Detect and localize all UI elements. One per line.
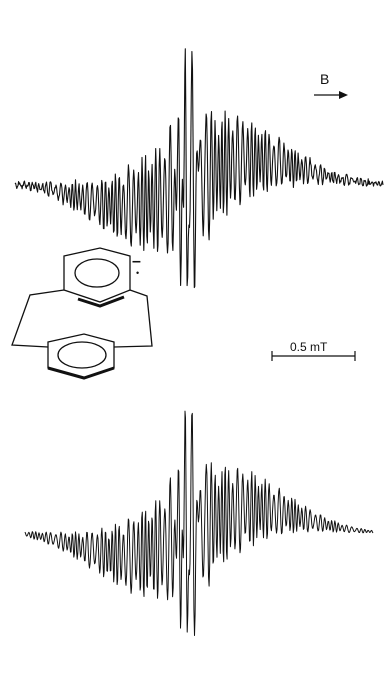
- scale-bar: 0.5 mT: [271, 340, 356, 361]
- radical-anion-sign: – •: [132, 253, 141, 278]
- right-ethano-bridge: [113, 289, 153, 348]
- left-ethano-bridge: [11, 289, 65, 348]
- radical-dot: •: [136, 268, 139, 278]
- field-direction-indicator: B: [314, 71, 348, 99]
- upper-benzene-ring: [63, 247, 131, 303]
- experimental-trace: [14, 48, 384, 289]
- simulated-trace: [24, 410, 374, 636]
- charge-sign: –: [132, 253, 141, 270]
- field-label: B: [320, 71, 329, 87]
- experimental-spectrum: [14, 48, 384, 289]
- paracyclophane-structure: [11, 247, 153, 380]
- simulated-spectrum: [24, 410, 374, 636]
- scale-bar-label: 0.5 mT: [290, 340, 328, 354]
- arrowhead-icon: [339, 91, 348, 99]
